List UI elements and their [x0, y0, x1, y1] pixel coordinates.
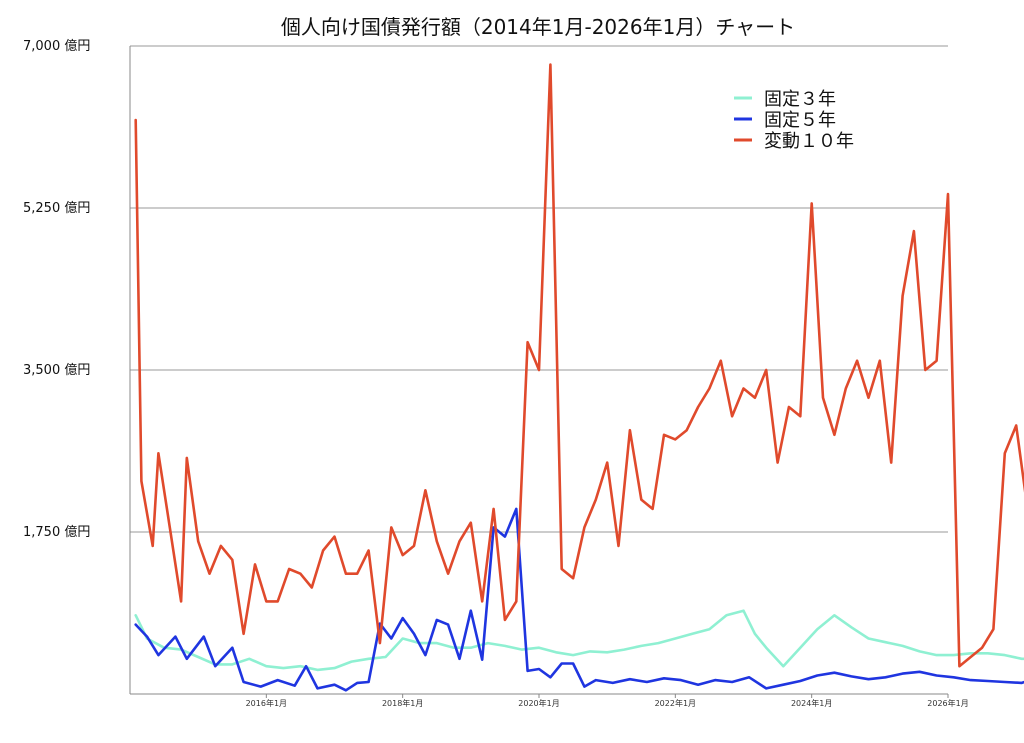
grid-lines	[130, 45, 948, 533]
series-line-2	[134, 63, 1024, 668]
chart-title: 個人向け国債発行額（2014年1月-2026年1月）チャート	[281, 15, 795, 39]
series-lines	[134, 63, 1024, 692]
y-tick-label: 3,500 億円	[23, 362, 90, 378]
series-line-1	[134, 507, 1024, 692]
legend-label: 固定３年	[764, 89, 836, 110]
x-axis-tick-labels: 2016年1月 2018年1月 2020年1月 2022年1月 2024年1月 2026年…	[246, 698, 969, 708]
x-tick-label: 2016年1月	[246, 698, 287, 708]
x-tick-label: 2018年1月	[382, 698, 423, 708]
y-axis-tick-labels: 1,750 億円 3,500 億円 5,250 億円 7,000 億円	[23, 38, 90, 540]
legend-label: 変動１０年	[764, 131, 854, 152]
x-tick-label: 2026年1月	[927, 698, 968, 708]
x-tick-label: 2024年1月	[791, 698, 832, 708]
series-line-0	[134, 609, 1024, 672]
y-tick-label: 7,000 億円	[23, 38, 90, 54]
axes	[129, 46, 949, 698]
x-tick-label: 2022年1月	[655, 698, 696, 708]
y-tick-label: 1,750 億円	[23, 524, 90, 540]
y-tick-label: 5,250 億円	[23, 200, 90, 216]
legend-label: 固定５年	[764, 110, 836, 131]
x-tick-label: 2020年1月	[518, 698, 559, 708]
